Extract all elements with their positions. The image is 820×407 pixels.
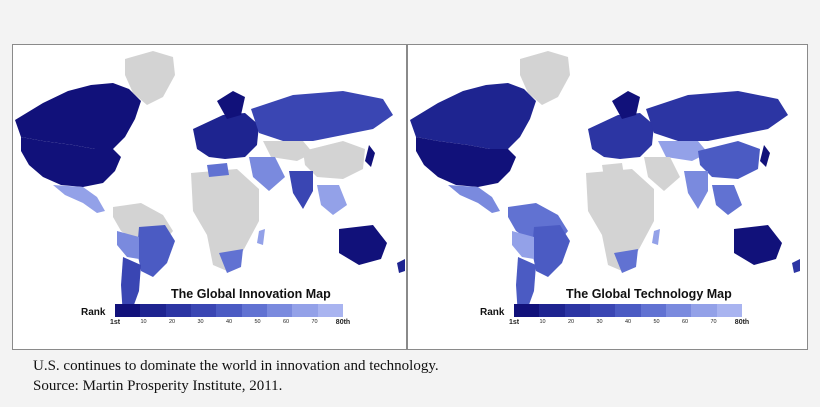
rank-legend-ticks: 1st 10 20 30 40 50 60 70 80th: [509, 319, 749, 329]
tick-label: 80th: [734, 319, 750, 326]
legend-swatch: [514, 304, 540, 317]
rank-label: Rank: [480, 307, 505, 318]
region-greenland: [125, 51, 175, 105]
region-argentina: [516, 257, 536, 317]
caption-source: Source: Martin Prosperity Institute, 201…: [33, 378, 283, 394]
region-canada: [410, 83, 536, 149]
region-india: [684, 171, 708, 209]
legend-swatch: [640, 304, 666, 317]
tick-label: 20: [168, 319, 176, 325]
region-greenland: [520, 51, 570, 105]
map-title: The Global Technology Map: [566, 287, 732, 301]
legend-swatch: [317, 304, 343, 317]
region-central-asia: [263, 141, 313, 161]
tick-label: 70: [311, 319, 318, 325]
tick-label: 80th: [335, 319, 351, 326]
region-russia: [646, 91, 788, 141]
technology-map-panel: The Global Technology Map Rank 1st 10 20…: [407, 44, 808, 350]
tick-label: 30: [197, 319, 204, 325]
region-mexico: [448, 185, 500, 213]
legend-swatch: [140, 304, 166, 317]
legend-swatch: [165, 304, 191, 317]
legend-swatch: [615, 304, 641, 317]
region-japan: [365, 145, 375, 167]
region-europe: [193, 113, 259, 159]
region-se-asia: [712, 185, 742, 215]
region-new-zealand: [397, 259, 405, 273]
legend-swatch: [539, 304, 565, 317]
legend-swatch: [691, 304, 717, 317]
region-japan: [760, 145, 770, 167]
region-argentina: [121, 257, 141, 317]
region-central-asia: [658, 141, 708, 161]
region-scandinavia: [217, 91, 245, 119]
legend-swatch: [292, 304, 318, 317]
legend-swatch: [241, 304, 267, 317]
rank-legend-ticks: 1st 10 20 30 40 50 60 70 80th: [110, 319, 350, 329]
region-madagascar: [257, 229, 265, 245]
legend-swatch: [190, 304, 217, 317]
region-india: [289, 171, 313, 209]
tick-label: 30: [596, 319, 603, 325]
region-new-zealand: [792, 259, 800, 273]
region-brazil: [137, 225, 175, 277]
region-middle-east: [249, 157, 285, 191]
region-mexico: [53, 185, 105, 213]
tick-label: 10: [539, 319, 546, 325]
tick-label: 70: [710, 319, 717, 325]
rank-legend-bar: [514, 304, 742, 317]
tick-label: 1st: [109, 319, 121, 326]
tick-label: 60: [681, 319, 689, 325]
region-brazil: [532, 225, 570, 277]
region-china: [698, 141, 760, 179]
region-canada: [15, 83, 141, 149]
innovation-world-map: [15, 51, 405, 317]
region-middle-east: [644, 157, 680, 191]
tick-label: 40: [225, 319, 233, 325]
region-south-africa: [614, 249, 638, 273]
tick-label: 50: [254, 319, 261, 325]
tick-label: 1st: [508, 319, 520, 326]
region-north-africa: [602, 163, 624, 177]
region-australia: [734, 225, 782, 265]
map-title: The Global Innovation Map: [171, 287, 331, 301]
legend-swatch: [564, 304, 590, 317]
legend-swatch: [589, 304, 616, 317]
tick-label: 10: [140, 319, 147, 325]
region-russia: [251, 91, 393, 141]
legend-swatch: [266, 304, 293, 317]
innovation-map-panel: The Global Innovation Map Rank 1st 10 20…: [12, 44, 407, 350]
rank-label: Rank: [81, 307, 106, 318]
tick-label: 60: [282, 319, 290, 325]
region-usa: [21, 137, 121, 187]
tick-label: 20: [567, 319, 575, 325]
tick-label: 40: [624, 319, 632, 325]
technology-world-map: [410, 51, 800, 317]
region-se-asia: [317, 185, 347, 215]
legend-swatch: [115, 304, 141, 317]
region-north-africa: [207, 163, 229, 177]
region-europe: [588, 113, 654, 159]
rank-legend-bar: [115, 304, 343, 317]
region-scandinavia: [612, 91, 640, 119]
region-madagascar: [652, 229, 660, 245]
region-peru: [512, 231, 534, 259]
region-africa: [586, 169, 654, 271]
region-usa: [416, 137, 516, 187]
tick-label: 50: [653, 319, 660, 325]
caption-line-1: U.S. continues to dominate the world in …: [33, 358, 439, 374]
region-south-africa: [219, 249, 243, 273]
legend-swatch: [216, 304, 242, 317]
region-china: [303, 141, 365, 179]
region-peru: [117, 231, 139, 259]
region-africa: [191, 169, 259, 271]
legend-swatch: [665, 304, 692, 317]
region-australia: [339, 225, 387, 265]
legend-swatch: [716, 304, 742, 317]
